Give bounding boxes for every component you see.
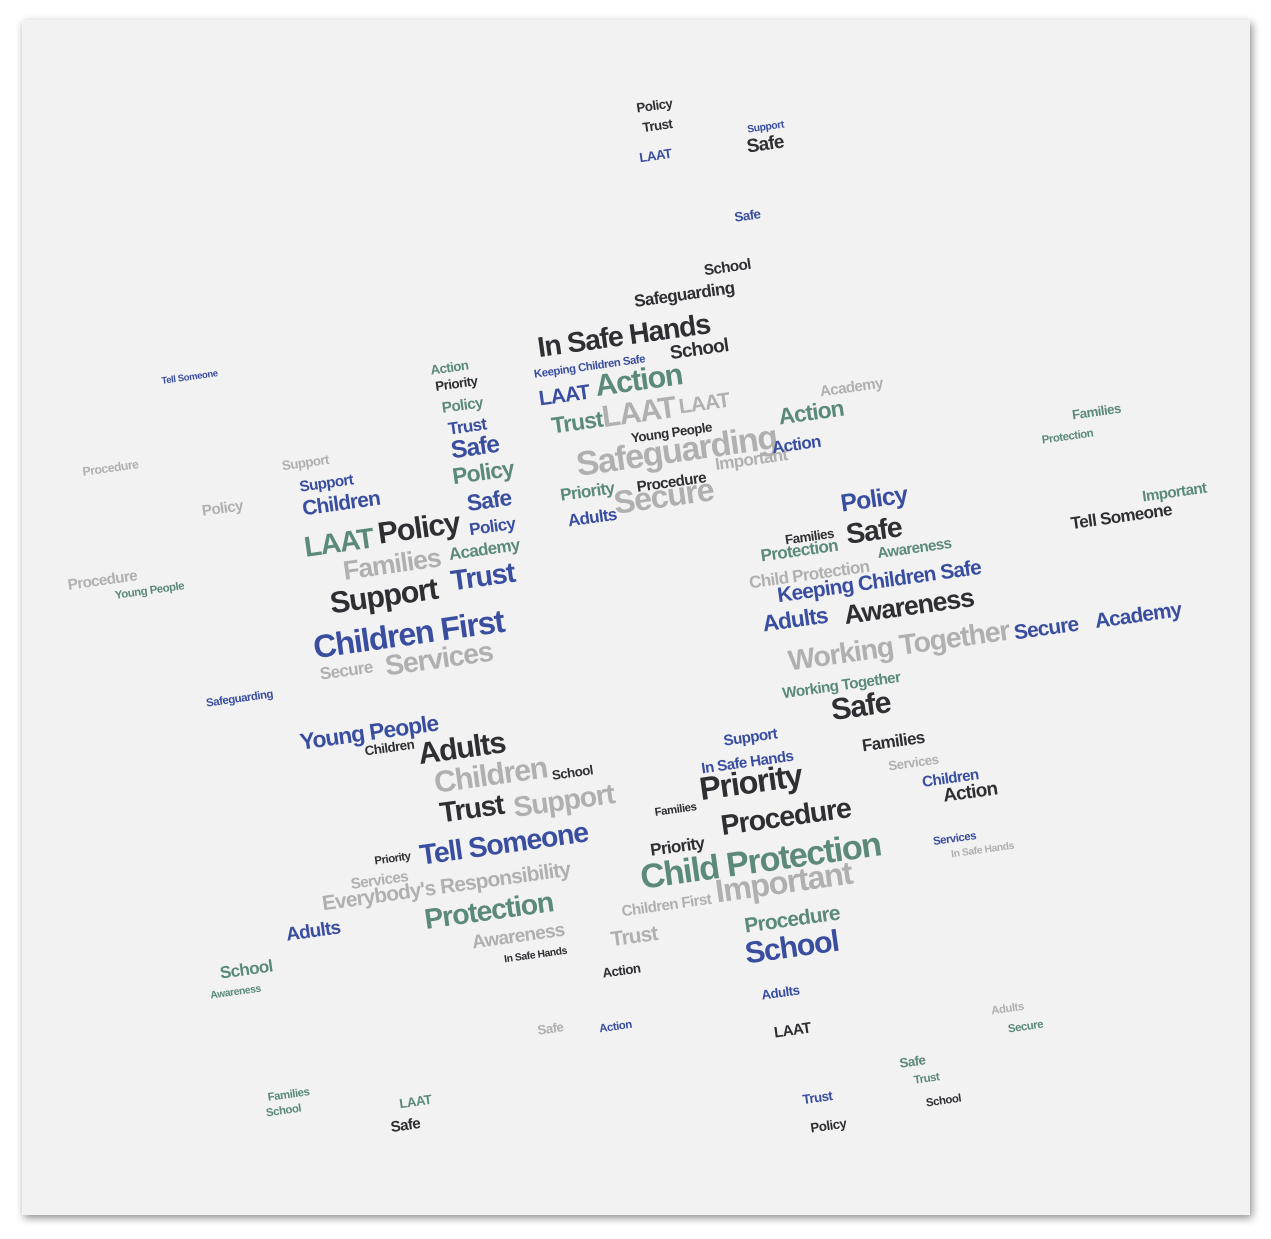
word: LAAT — [398, 1092, 433, 1111]
word: Priority — [559, 478, 617, 505]
word: School — [703, 256, 752, 279]
word: Services — [932, 830, 977, 848]
word: Action — [771, 432, 822, 458]
word: Safe — [536, 1019, 564, 1037]
word: Support — [281, 452, 331, 474]
word: LAAT — [537, 380, 592, 410]
word: Protection — [1041, 427, 1094, 446]
word: Safe — [390, 1115, 422, 1136]
word: School — [265, 1103, 302, 1120]
word: LAAT — [638, 146, 673, 165]
word: Trust — [802, 1088, 835, 1107]
word: Adults — [991, 1001, 1025, 1017]
word: Safe — [829, 685, 893, 727]
word: Families — [654, 801, 697, 819]
word: Secure — [1012, 613, 1079, 645]
word: Trust — [550, 405, 606, 438]
word: Safe — [745, 132, 785, 158]
word: Safe — [465, 484, 513, 516]
word: Trust — [913, 1071, 941, 1087]
word: School — [219, 956, 274, 982]
page: In Safe HandsSafeguardingSchoolLAATActio… — [0, 0, 1271, 1239]
word: Adults — [285, 917, 342, 945]
word: Secure — [1007, 1019, 1044, 1036]
word: Adults — [567, 505, 618, 531]
word: Safeguarding — [205, 688, 274, 709]
word: Policy — [839, 481, 910, 517]
word: Trust — [642, 116, 675, 135]
word: Protection — [759, 536, 839, 566]
word: Families — [267, 1086, 310, 1104]
word: LAAT — [773, 1019, 813, 1041]
word: Policy — [636, 95, 675, 115]
word: Trust — [609, 922, 660, 951]
word: Priority — [374, 850, 413, 867]
word: LAAT — [677, 388, 732, 418]
word: Important — [1141, 480, 1208, 506]
word-cloud: In Safe HandsSafeguardingSchoolLAATActio… — [0, 0, 1271, 1239]
word: Support — [722, 725, 778, 749]
word: Adults — [761, 602, 830, 637]
word: Academy — [819, 375, 885, 401]
word: Policy — [441, 394, 485, 417]
word: Families — [861, 728, 926, 756]
word: Trust — [449, 557, 518, 598]
word: School — [925, 1093, 962, 1110]
word: Procedure — [82, 457, 140, 479]
word: Services — [887, 752, 939, 774]
word: Safeguarding — [633, 278, 736, 311]
word: Policy — [201, 497, 245, 520]
word: Safe — [898, 1052, 926, 1070]
word: Action — [599, 1019, 634, 1036]
word: Action — [601, 960, 641, 980]
word: Action — [777, 395, 845, 430]
word: Tell Someone — [161, 368, 219, 387]
word: Academy — [1093, 598, 1184, 633]
word: School — [551, 762, 594, 783]
word: In Safe Hands — [504, 946, 569, 966]
word: Adults — [760, 982, 800, 1002]
word: Policy — [810, 1115, 849, 1135]
word: Children First — [621, 891, 713, 920]
word: Tell Someone — [1070, 500, 1173, 533]
word: Awareness — [210, 983, 263, 1001]
word: Families — [1071, 401, 1122, 423]
word: Safe — [733, 206, 761, 224]
